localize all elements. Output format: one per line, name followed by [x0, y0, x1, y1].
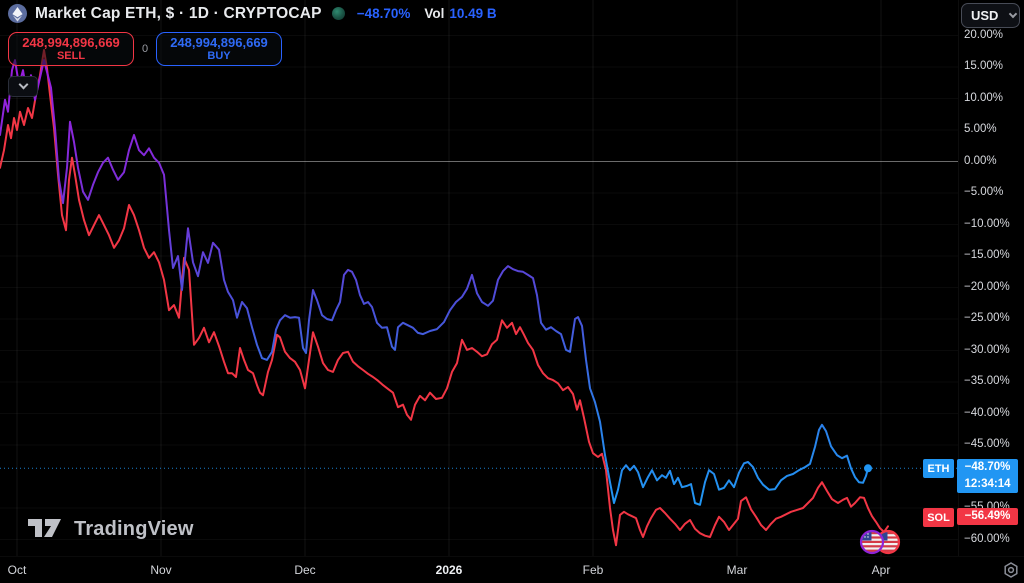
- sell-label: SELL: [56, 50, 86, 62]
- price-axis-label: −5.00%: [964, 186, 1004, 198]
- price-axis-label: 0.00%: [964, 154, 997, 167]
- volume-value: 10.49 B: [449, 6, 497, 21]
- buy-button[interactable]: 248,994,896,669 BUY: [156, 32, 282, 66]
- time-axis-label: Apr: [871, 563, 891, 577]
- price-axis-label: −40.00%: [964, 406, 1010, 419]
- price-axis-label: 5.00%: [964, 123, 997, 135]
- sol-last-value-badge[interactable]: SOL −56.49%: [923, 508, 1018, 528]
- collapse-panel-button[interactable]: [8, 76, 38, 97]
- price-axis-label: −35.00%: [964, 375, 1010, 387]
- buy-label: BUY: [207, 50, 231, 62]
- time-axis-label: Dec: [294, 563, 316, 577]
- symbol-header[interactable]: Market Cap ETH, $ · 1D · CRYPTOCAP −48.7…: [8, 4, 497, 23]
- time-axis-label: Nov: [150, 563, 172, 577]
- eth-last-value: −48.70%: [964, 461, 1011, 474]
- chevron-down-icon: [1009, 9, 1018, 19]
- grid-lines: [0, 0, 958, 556]
- price-axis-label: 10.00%: [964, 91, 1004, 104]
- axis-settings-gear-icon[interactable]: [1001, 560, 1021, 580]
- sell-button[interactable]: 248,994,896,669 SELL: [8, 32, 134, 66]
- currency-toggle-button[interactable]: USD: [961, 3, 1020, 28]
- time-axis-label: 2026: [435, 563, 463, 577]
- tradingview-logo-icon: [28, 519, 61, 537]
- price-axis-label: −20.00%: [964, 280, 1010, 293]
- ethereum-icon: [8, 4, 27, 23]
- eth-symbol-tag: ETH: [923, 459, 954, 479]
- sol-symbol-tag: SOL: [923, 508, 954, 528]
- price-axis-label: −10.00%: [964, 217, 1010, 230]
- sell-price: 248,994,896,669: [22, 35, 120, 50]
- time-axis-label: Feb: [582, 563, 604, 577]
- price-axis-label: −45.00%: [964, 438, 1010, 450]
- change-percent: −48.70%: [356, 6, 411, 21]
- price-axis-label: −60.00%: [964, 532, 1010, 545]
- buy-price: 248,994,896,669: [170, 35, 268, 50]
- tradingview-logo-text: TradingView: [74, 518, 194, 540]
- time-axis[interactable]: Oct Nov Dec 2026 Feb Mar Apr: [0, 556, 1024, 583]
- price-axis-label: −15.00%: [964, 249, 1010, 261]
- currency-label: USD: [971, 8, 999, 23]
- order-panel: 248,994,896,669 SELL 0 248,994,896,669 B…: [8, 32, 282, 66]
- volume-label: Vol: [424, 6, 445, 21]
- tradingview-watermark: TradingView: [28, 518, 194, 541]
- price-axis-label: −30.00%: [964, 343, 1010, 356]
- price-axis-label: −25.00%: [964, 312, 1010, 324]
- spread-value: 0: [141, 43, 149, 55]
- price-axis-label: 20.00%: [964, 28, 1004, 41]
- sol-last-value: −56.49%: [964, 510, 1011, 523]
- chevron-down-icon: [18, 79, 28, 90]
- eth-last-value-badge[interactable]: ETH −48.70% 12:34:14: [923, 459, 1018, 494]
- price-axis[interactable]: 20.00% 15.00% 10.00% 5.00% 0.00% −5.00% −10.00…: [958, 0, 1024, 556]
- price-axis-label: 15.00%: [964, 60, 1004, 72]
- eth-countdown-timer: 12:34:14: [964, 478, 1011, 491]
- symbol-title: Market Cap ETH, $ · 1D · CRYPTOCAP: [35, 4, 322, 22]
- time-axis-label: Oct: [7, 563, 27, 577]
- market-status-icon: [331, 7, 345, 20]
- event-flag-icons[interactable]: [859, 529, 901, 555]
- time-axis-label: Mar: [726, 563, 748, 577]
